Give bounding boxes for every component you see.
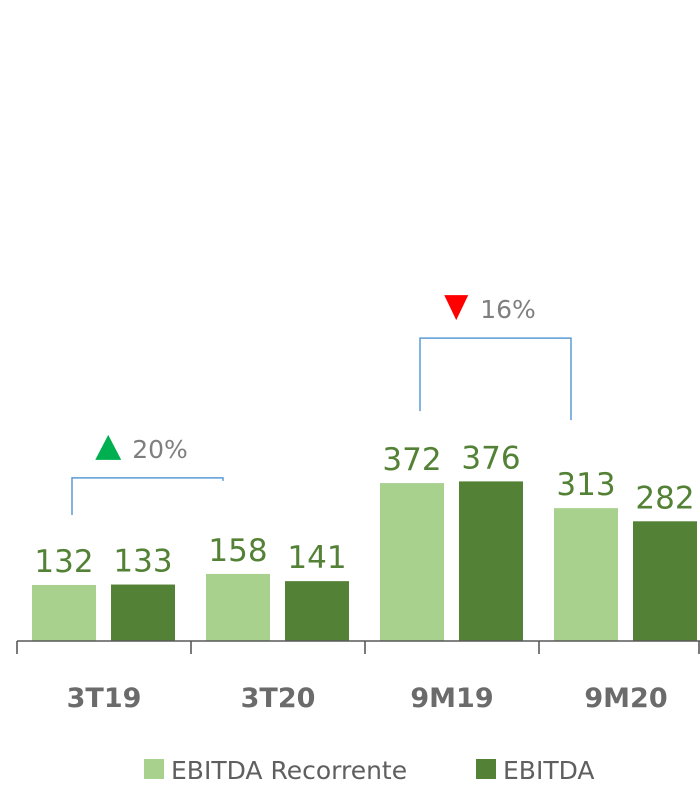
value-label-ebitda-3t19: 133 <box>113 544 172 580</box>
legend: EBITDA Recorrente EBITDA <box>144 756 595 785</box>
change-arrow-down-icon <box>444 295 468 320</box>
legend-swatch-ebitda <box>476 759 496 779</box>
bar-ebitda-3t19 <box>111 585 175 641</box>
bar-ebitda-9m20 <box>633 521 697 641</box>
change-bracket-3t19-3t20 <box>72 478 223 515</box>
bar-ebitda-recorrente-3t19 <box>32 585 96 641</box>
value-label-ebitda-recorrente-9m19: 372 <box>382 442 441 478</box>
bar-ebitda-recorrente-3t20 <box>206 574 270 641</box>
legend-label-ebitda-recorrente: EBITDA Recorrente <box>171 756 407 785</box>
value-label-ebitda-recorrente-3t20: 158 <box>208 533 267 569</box>
legend-swatch-ebitda-recorrente <box>144 759 164 779</box>
category-label-3t20: 3T20 <box>241 683 316 714</box>
change-arrow-up-icon <box>95 435 121 460</box>
value-label-ebitda-recorrente-9m20: 313 <box>556 467 615 503</box>
x-axis: 3T19 3T20 9M19 9M20 <box>17 641 700 714</box>
value-label-ebitda-9m20: 282 <box>635 480 694 516</box>
bar-ebitda-recorrente-9m19 <box>380 483 444 641</box>
bar-ebitda-recorrente-9m20 <box>554 508 618 641</box>
bar-ebitda-9m19 <box>459 481 523 641</box>
category-label-9m19: 9M19 <box>410 683 493 714</box>
change-percent-9m19-9m20: 16% <box>480 295 536 324</box>
change-bracket-9m19-9m20 <box>420 338 571 420</box>
value-label-ebitda-3t20: 141 <box>287 540 346 576</box>
bar-ebitda-3t20 <box>285 581 349 641</box>
legend-label-ebitda: EBITDA <box>503 756 595 785</box>
change-percent-3t19-3t20: 20% <box>132 435 188 464</box>
value-label-ebitda-9m19: 376 <box>461 440 520 476</box>
category-label-9m20: 9M20 <box>584 683 667 714</box>
value-label-ebitda-recorrente-3t19: 132 <box>34 544 93 580</box>
category-label-3t19: 3T19 <box>67 683 142 714</box>
